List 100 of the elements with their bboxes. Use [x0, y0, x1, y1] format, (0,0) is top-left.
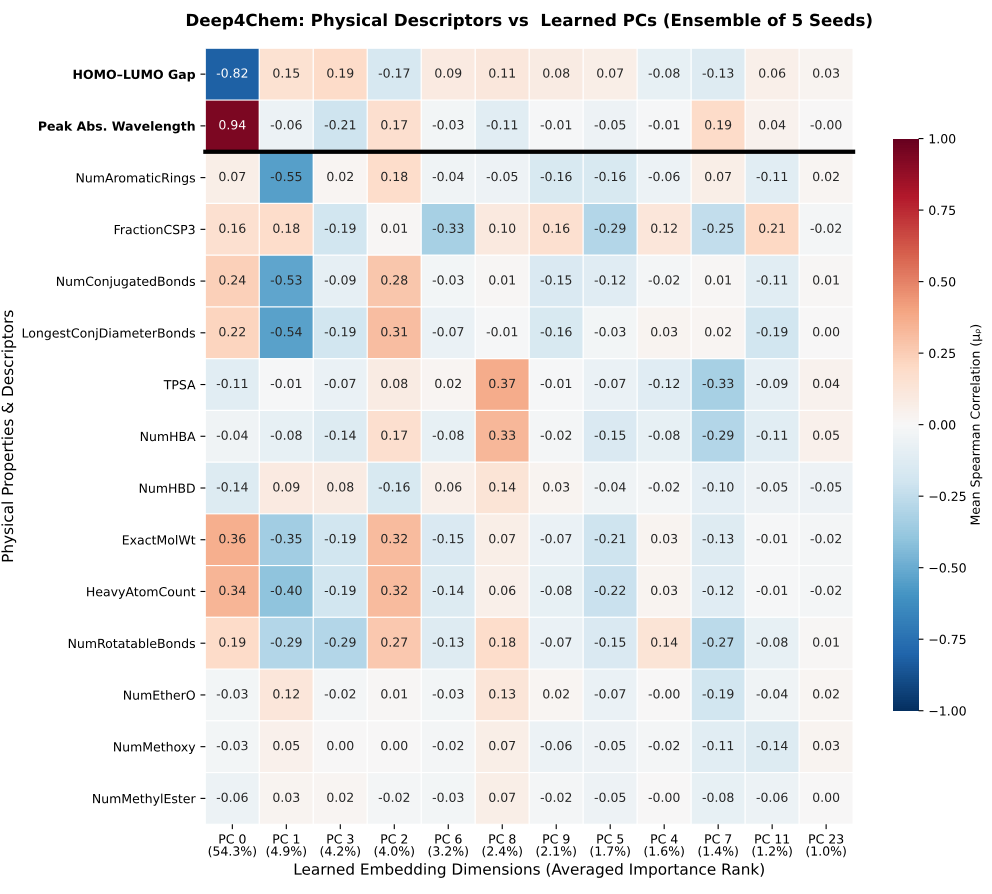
data-label: -0.19: [324, 534, 356, 544]
y-tick-label: Peak Abs. Wavelength: [38, 121, 195, 134]
data-label: 0.18: [273, 224, 300, 233]
data-label: -0.19: [756, 326, 788, 336]
x-tick-label: PC 1 (4.9%): [266, 834, 306, 858]
data-label: -0.06: [540, 740, 572, 750]
data-label: -0.05: [756, 482, 788, 492]
data-label: 0.09: [273, 482, 300, 492]
data-label: 0.00: [327, 740, 354, 750]
color-bar-label: −0.50: [930, 563, 966, 573]
data-label: 0.12: [651, 224, 677, 233]
y-tick-label: NumRotatableBonds: [68, 638, 196, 648]
x-tick-label: PC 0 (54.3%): [208, 834, 256, 858]
y-tick-label: LongestConjDiameterBonds: [22, 328, 196, 340]
data-label: -0.06: [270, 120, 302, 130]
data-label: -0.54: [270, 326, 302, 336]
y-tick-label: NumConjugatedBonds: [56, 276, 196, 288]
data-label: -0.01: [486, 326, 518, 336]
data-label: -0.16: [540, 172, 572, 182]
data-label: 0.06: [759, 68, 786, 78]
data-label: 0.22: [219, 326, 245, 336]
data-label: 0.02: [327, 172, 353, 182]
data-label: -0.05: [594, 792, 626, 802]
data-label: -0.02: [810, 224, 842, 233]
data-label: 0.01: [381, 689, 408, 699]
data-label: -0.05: [486, 172, 518, 182]
data-label: -0.07: [324, 378, 356, 388]
data-label: 0.07: [597, 68, 624, 78]
data-label: -0.01: [648, 120, 680, 130]
data-label: -0.33: [432, 224, 464, 233]
data-label: -0.11: [756, 275, 788, 285]
data-label: 0.28: [381, 275, 408, 285]
data-label: -0.35: [270, 534, 302, 544]
data-label: -0.00: [810, 120, 842, 130]
data-label: -0.01: [756, 534, 788, 544]
data-label: -0.07: [432, 326, 464, 336]
x-tick-label: PC 6 (3.2%): [428, 834, 468, 858]
data-label: 0.17: [381, 430, 408, 440]
data-label: -0.02: [540, 792, 572, 802]
data-label: -0.27: [702, 637, 734, 647]
data-label: -0.14: [432, 586, 464, 596]
data-label: 0.04: [813, 378, 840, 388]
data-label: 0.07: [489, 534, 516, 544]
data-label: 0.03: [651, 586, 678, 596]
data-label: 0.06: [489, 586, 516, 596]
data-label: -0.01: [756, 586, 788, 596]
data-label: -0.06: [648, 172, 680, 182]
data-label: 0.02: [435, 378, 461, 388]
data-label: -0.14: [756, 740, 788, 750]
x-tick-label: PC 11 (1.2%): [752, 834, 792, 858]
data-label: -0.06: [756, 792, 788, 802]
data-label: -0.17: [378, 68, 410, 78]
data-label: -0.00: [648, 689, 680, 699]
data-label: -0.04: [432, 172, 464, 182]
data-label: 0.05: [273, 740, 300, 750]
data-label: -0.16: [378, 482, 410, 492]
data-label: -0.08: [648, 430, 680, 440]
data-label: -0.02: [648, 275, 680, 285]
data-label: -0.02: [378, 792, 410, 802]
data-label: 0.07: [489, 740, 516, 750]
data-label: 0.09: [435, 68, 462, 78]
data-label: 0.03: [273, 792, 300, 802]
data-label: -0.03: [216, 740, 248, 750]
data-label: 0.01: [813, 275, 839, 285]
data-label: 0.05: [813, 430, 839, 440]
data-label: -0.02: [540, 430, 572, 440]
data-label: -0.07: [540, 637, 572, 647]
data-label: -0.03: [432, 120, 464, 130]
data-label: -0.02: [648, 740, 680, 750]
data-label: -0.15: [594, 637, 626, 647]
data-label: -0.11: [216, 378, 248, 388]
y-tick-label: FractionCSP3: [114, 224, 195, 234]
data-label: -0.29: [324, 637, 356, 647]
data-label: -0.09: [756, 378, 788, 388]
data-label: -0.02: [648, 482, 680, 492]
data-label: -0.11: [756, 430, 788, 440]
data-label: -0.11: [702, 740, 734, 750]
y-tick-label: NumHBD: [140, 484, 195, 493]
data-label: -0.04: [756, 689, 788, 699]
data-label: 0.01: [381, 224, 408, 233]
data-label: -0.29: [594, 224, 626, 233]
data-label: 0.21: [759, 224, 785, 233]
data-label: -0.01: [270, 378, 302, 388]
data-label: -0.40: [270, 586, 302, 596]
data-label: -0.08: [648, 68, 680, 78]
data-label: 0.11: [489, 68, 516, 78]
data-label: -0.19: [702, 689, 734, 699]
data-label: -0.05: [594, 120, 626, 130]
data-label: -0.22: [594, 586, 626, 596]
data-label: -0.15: [594, 430, 626, 440]
data-label: 0.18: [489, 637, 516, 647]
data-label: -0.03: [594, 326, 626, 336]
data-label: -0.12: [702, 586, 734, 596]
data-label: 0.03: [651, 534, 678, 544]
data-label: -0.08: [756, 637, 788, 647]
data-label: -0.04: [594, 482, 626, 492]
data-label: -0.07: [540, 534, 572, 544]
data-label: 0.31: [381, 326, 408, 336]
data-label: 0.03: [543, 482, 570, 492]
data-label: -0.09: [324, 275, 356, 285]
